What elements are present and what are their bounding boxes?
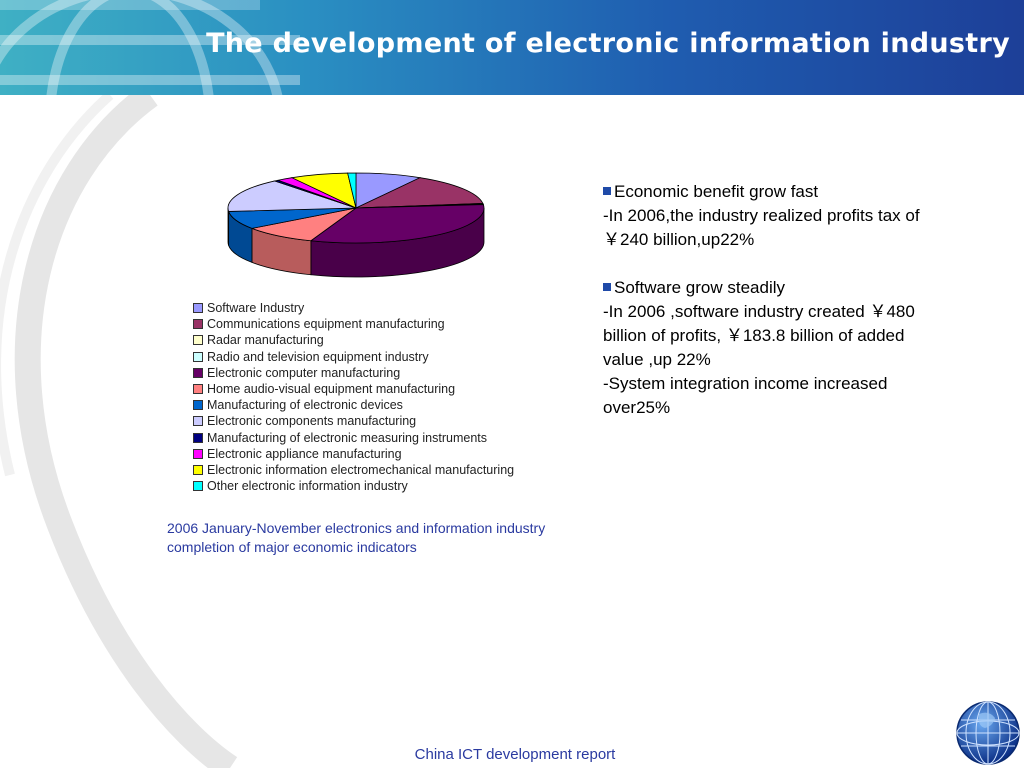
legend-item: Other electronic information industry <box>193 478 514 494</box>
header-banner: The development of electronic informatio… <box>0 0 1024 95</box>
page-title: The development of electronic informatio… <box>206 28 1010 59</box>
heading-software: Software grow steadily <box>603 276 948 300</box>
legend-item: Electronic computer manufacturing <box>193 365 514 381</box>
legend-swatch <box>193 464 203 475</box>
legend-item: Radio and television equipment industry <box>193 349 514 365</box>
globe-logo-icon <box>956 701 1020 765</box>
legend-item: Manufacturing of electronic devices <box>193 397 514 413</box>
legend-item: Electronic appliance manufacturing <box>193 446 514 462</box>
bullet-square-icon <box>603 283 611 291</box>
pie-slice-2 <box>355 177 484 209</box>
pie-slice-8 <box>227 180 357 212</box>
paragraph-software: -In 2006 ,software industry created ￥480… <box>603 302 915 369</box>
pie-slice-side <box>227 207 230 246</box>
legend-swatch <box>193 367 203 378</box>
bullet-square-icon <box>603 187 611 195</box>
legend-item: Electronic components manufacturing <box>193 413 514 429</box>
pie-slice-5 <box>309 204 485 244</box>
pie-chart <box>227 172 485 278</box>
footer-label: China ICT development report <box>414 746 616 763</box>
legend-item: Software Industry <box>193 300 514 316</box>
paragraph-profits: -In 2006,the industry realized profits t… <box>603 206 920 249</box>
legend-item: Manufacturing of electronic measuring in… <box>193 430 514 446</box>
legend-item: Home audio-visual equipment manufacturin… <box>193 381 514 397</box>
heading-economic-benefit: Economic benefit grow fast <box>603 180 948 204</box>
legend-swatch <box>193 400 203 411</box>
legend-label: Radio and television equipment industry <box>207 349 429 364</box>
legend-swatch <box>193 416 203 427</box>
legend-item: Communications equipment manufacturing <box>193 316 514 332</box>
legend-label: Other electronic information industry <box>207 479 408 494</box>
footer: China ICT development report <box>0 746 1024 763</box>
pie-slice-12 <box>347 172 357 209</box>
legend-label: Electronic information electromechanical… <box>207 462 515 477</box>
legend-label: Electronic appliance manufacturing <box>207 446 402 461</box>
legend-label: Manufacturing of electronic measuring in… <box>207 430 487 445</box>
legend-swatch <box>193 432 203 443</box>
legend-swatch <box>193 351 203 362</box>
legend-swatch <box>193 335 203 346</box>
legend-item: Radar manufacturing <box>193 332 514 348</box>
legend-swatch <box>193 448 203 459</box>
legend-label: Electronic computer manufacturing <box>207 365 401 380</box>
legend-label: Radar manufacturing <box>207 333 324 348</box>
legend-item: Electronic information electromechanical… <box>193 462 514 478</box>
legend-swatch <box>193 319 203 330</box>
paragraph-system-integration: -System integration income increased ove… <box>603 374 888 417</box>
legend-label: Home audio-visual equipment manufacturin… <box>207 382 456 397</box>
summary-text: Economic benefit grow fast -In 2006,the … <box>603 180 948 420</box>
decorative-arc <box>0 95 238 768</box>
legend-swatch <box>193 481 203 492</box>
legend-swatch <box>193 384 203 395</box>
legend-label: Communications equipment manufacturing <box>207 317 445 332</box>
chart-caption: 2006 January-November electronics and in… <box>167 520 546 555</box>
pie-top <box>227 172 485 244</box>
legend-swatch <box>193 303 203 314</box>
legend-label: Manufacturing of electronic devices <box>207 398 403 413</box>
chart-legend: Software Industry Communications equipmen… <box>193 300 514 494</box>
legend-label: Electronic components manufacturing <box>207 414 417 429</box>
legend-label: Software Industry <box>207 301 305 316</box>
globe-decoration-icon <box>0 0 300 95</box>
